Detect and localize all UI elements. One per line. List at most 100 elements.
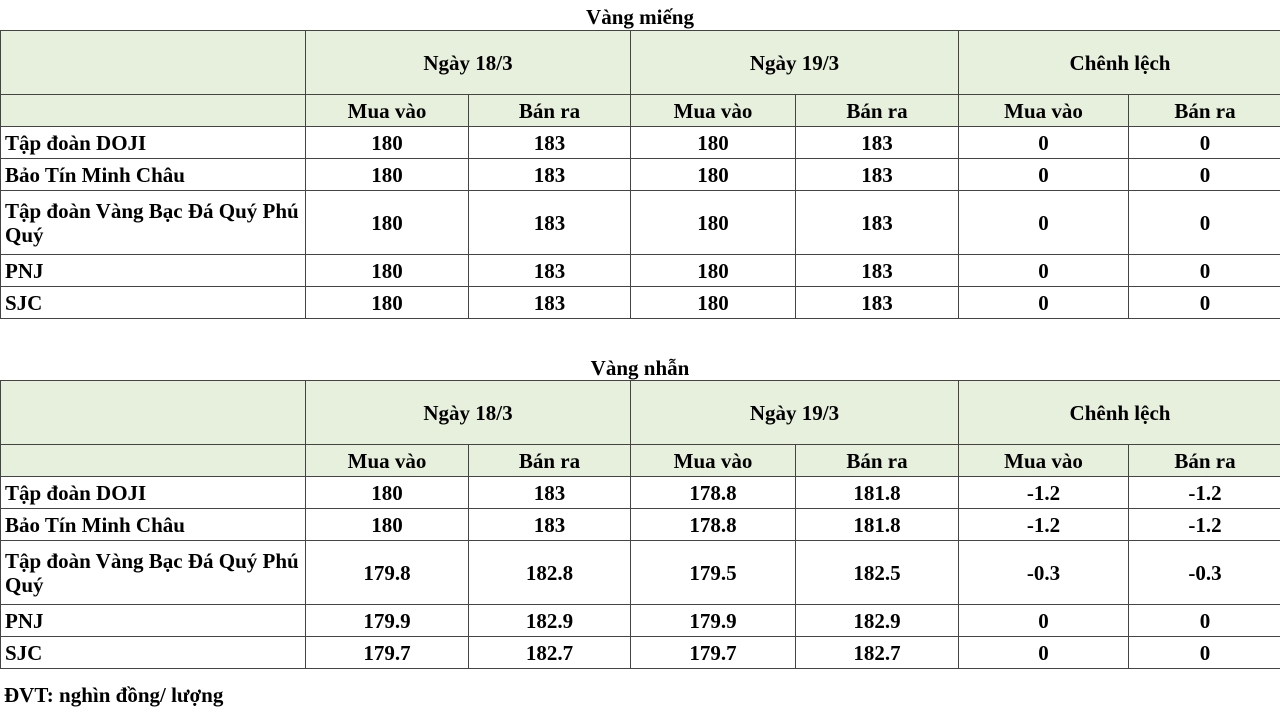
price-cell: 180	[305, 190, 469, 255]
price-cell: 182.8	[468, 540, 631, 605]
price-cell: -1.2	[958, 476, 1129, 509]
group-header: Ngày 18/3	[305, 380, 631, 445]
sub-header: Bán ra	[795, 444, 959, 477]
table-row: SJC 180 183 180 183 0 0	[0, 286, 1280, 319]
price-cell: -0.3	[958, 540, 1129, 605]
price-cell: -1.2	[1128, 508, 1280, 541]
sub-header: Mua vào	[630, 444, 796, 477]
price-cell: 180	[305, 126, 469, 159]
company-name: Tập đoàn DOJI	[0, 126, 306, 159]
price-table: Ngày 18/3 Ngày 19/3 Chênh lệch Mua vào Bán r…	[0, 380, 1280, 669]
table-row: Tập đoàn Vàng Bạc Đá Quý Phú Quý 179.8 182…	[0, 540, 1280, 605]
sub-header: Mua vào	[958, 94, 1129, 127]
table-row: PNJ 179.9 182.9 179.9 182.9 0 0	[0, 604, 1280, 637]
price-cell: -1.2	[1128, 476, 1280, 509]
corner-cell	[0, 380, 306, 445]
table-title: Vàng miếng	[586, 5, 694, 29]
price-cell: 180	[630, 254, 796, 287]
company-name: Bảo Tín Minh Châu	[0, 158, 306, 191]
unit-note: ĐVT: nghìn đồng/ lượng	[4, 683, 224, 707]
company-name: Tập đoàn Vàng Bạc Đá Quý Phú Quý	[0, 540, 306, 605]
group-header: Ngày 19/3	[630, 380, 959, 445]
price-cell: 180	[630, 158, 796, 191]
company-name: SJC	[0, 286, 306, 319]
price-cell: 0	[958, 604, 1129, 637]
table-row: Tập đoàn Vàng Bạc Đá Quý Phú Quý 180 183 18…	[0, 190, 1280, 255]
price-cell: 180	[305, 476, 469, 509]
sub-header: Mua vào	[305, 94, 469, 127]
price-cell: 0	[958, 636, 1129, 669]
price-cell: 183	[468, 508, 631, 541]
price-cell: 179.9	[630, 604, 796, 637]
price-cell: 180	[630, 126, 796, 159]
company-name: Tập đoàn Vàng Bạc Đá Quý Phú Quý	[0, 190, 306, 255]
sub-header-row: Mua vào Bán ra Mua vào Bán ra Mua vào Bán ra	[0, 94, 1280, 127]
price-cell: 181.8	[795, 508, 959, 541]
price-cell: -0.3	[1128, 540, 1280, 605]
price-cell: 183	[468, 126, 631, 159]
price-cell: 179.7	[305, 636, 469, 669]
price-cell: 180	[305, 508, 469, 541]
price-cell: 182.5	[795, 540, 959, 605]
price-cell: 183	[795, 190, 959, 255]
price-cell: 183	[795, 158, 959, 191]
price-cell: 179.8	[305, 540, 469, 605]
price-cell: 0	[1128, 126, 1280, 159]
price-cell: 0	[1128, 636, 1280, 669]
price-cell: 182.7	[795, 636, 959, 669]
sub-header: Mua vào	[630, 94, 796, 127]
company-name: Bảo Tín Minh Châu	[0, 508, 306, 541]
price-cell: 0	[1128, 158, 1280, 191]
price-cell: 183	[468, 190, 631, 255]
corner-cell	[0, 444, 306, 477]
sub-header: Bán ra	[795, 94, 959, 127]
group-header-row: Ngày 18/3 Ngày 19/3 Chênh lệch	[0, 30, 1280, 95]
price-cell: 180	[305, 286, 469, 319]
price-cell: 0	[958, 158, 1129, 191]
corner-cell	[0, 30, 306, 95]
company-name: PNJ	[0, 604, 306, 637]
price-table: Ngày 18/3 Ngày 19/3 Chênh lệch Mua vào Bán r…	[0, 30, 1280, 319]
company-name: SJC	[0, 636, 306, 669]
table-row: Bảo Tín Minh Châu 180 183 178.8 181.8 -1.2 -1.…	[0, 508, 1280, 541]
sub-header: Bán ra	[468, 94, 631, 127]
price-cell: 0	[1128, 604, 1280, 637]
sub-header-row: Mua vào Bán ra Mua vào Bán ra Mua vào Bán ra	[0, 444, 1280, 477]
price-cell: 178.8	[630, 508, 796, 541]
price-cell: 183	[795, 254, 959, 287]
price-cell: 183	[468, 476, 631, 509]
table-row: Tập đoàn DOJI 180 183 178.8 181.8 -1.2 -1.2	[0, 476, 1280, 509]
price-cell: 180	[630, 190, 796, 255]
price-cell: 179.9	[305, 604, 469, 637]
price-cell: 0	[1128, 190, 1280, 255]
price-cell: 178.8	[630, 476, 796, 509]
price-cell: 183	[795, 126, 959, 159]
price-cell: 183	[468, 254, 631, 287]
price-cell: -1.2	[958, 508, 1129, 541]
price-cell: 179.5	[630, 540, 796, 605]
group-header: Chênh lệch	[958, 30, 1280, 95]
price-cell: 0	[958, 126, 1129, 159]
price-cell: 180	[305, 254, 469, 287]
price-cell: 180	[630, 286, 796, 319]
group-header-row: Ngày 18/3 Ngày 19/3 Chênh lệch	[0, 380, 1280, 445]
table-row: Tập đoàn DOJI 180 183 180 183 0 0	[0, 126, 1280, 159]
price-cell: 181.8	[795, 476, 959, 509]
price-cell: 0	[958, 286, 1129, 319]
table-row: SJC 179.7 182.7 179.7 182.7 0 0	[0, 636, 1280, 669]
price-cell: 0	[1128, 286, 1280, 319]
sub-header: Bán ra	[1128, 444, 1280, 477]
table-row: PNJ 180 183 180 183 0 0	[0, 254, 1280, 287]
price-cell: 179.7	[630, 636, 796, 669]
corner-cell	[0, 94, 306, 127]
table-title: Vàng nhẫn	[590, 356, 690, 380]
company-name: PNJ	[0, 254, 306, 287]
price-cell: 180	[305, 158, 469, 191]
group-header: Ngày 19/3	[630, 30, 959, 95]
price-cell: 183	[468, 158, 631, 191]
sub-header: Mua vào	[958, 444, 1129, 477]
company-name: Tập đoàn DOJI	[0, 476, 306, 509]
price-cell: 182.9	[795, 604, 959, 637]
sub-header: Mua vào	[305, 444, 469, 477]
price-cell: 0	[958, 254, 1129, 287]
